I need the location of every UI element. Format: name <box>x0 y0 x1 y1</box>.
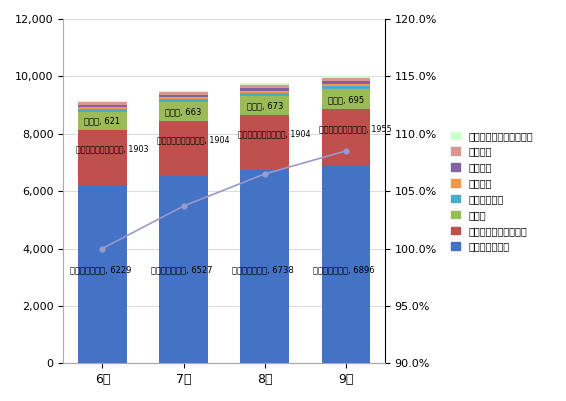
Text: タイムズプラス, 6738: タイムズプラス, 6738 <box>232 265 294 274</box>
Text: オリックスカーシェア, 1904: オリックスカーシェア, 1904 <box>157 136 229 144</box>
Bar <box>78 105 127 107</box>
Bar <box>241 88 289 91</box>
Bar <box>321 84 370 86</box>
Bar <box>159 97 208 99</box>
Bar <box>78 102 127 105</box>
Text: オリックスカーシェア, 1955: オリックスカーシェア, 1955 <box>319 124 392 133</box>
Bar <box>321 77 370 81</box>
Text: タイムズプラス, 6527: タイムズプラス, 6527 <box>151 265 213 274</box>
Bar <box>321 76 370 77</box>
Text: タイムズプラス, 6896: タイムズプラス, 6896 <box>314 265 375 274</box>
Text: カルコ, 695: カルコ, 695 <box>328 95 364 104</box>
Bar <box>241 115 289 170</box>
Bar <box>321 89 370 109</box>
Bar <box>78 101 127 102</box>
Bar <box>321 86 370 89</box>
Bar <box>78 130 127 184</box>
Bar <box>159 102 208 122</box>
Bar <box>321 81 370 84</box>
Bar <box>321 109 370 166</box>
Bar <box>159 122 208 176</box>
Bar <box>159 99 208 102</box>
Bar <box>241 83 289 85</box>
Text: カルコ, 673: カルコ, 673 <box>247 101 283 110</box>
Bar <box>159 95 208 97</box>
Bar <box>241 170 289 363</box>
Text: オリックスカーシェア, 1903: オリックスカーシェア, 1903 <box>75 144 148 153</box>
Bar <box>321 166 370 363</box>
Bar <box>159 91 208 92</box>
Text: オリックスカーシェア, 1904: オリックスカーシェア, 1904 <box>238 130 310 138</box>
Bar <box>159 176 208 363</box>
Bar <box>241 85 289 88</box>
Legend: カーシェアリング・ワン, ロシェア, エコロカ, カノテコ, アース・カー, カルコ, オリックスカーシェア, タイムズプラス: カーシェアリング・ワン, ロシェア, エコロカ, カノテコ, アース・カー, カ… <box>448 128 535 255</box>
Bar <box>241 96 289 115</box>
Bar <box>78 107 127 109</box>
Bar <box>241 93 289 96</box>
Bar <box>159 92 208 95</box>
Bar <box>78 112 127 130</box>
Bar <box>78 184 127 363</box>
Bar <box>241 91 289 93</box>
Text: カルコ, 621: カルコ, 621 <box>84 117 121 126</box>
Bar <box>78 109 127 112</box>
Text: カルコ, 663: カルコ, 663 <box>165 107 201 116</box>
Text: タイムズプラス, 6229: タイムズプラス, 6229 <box>70 265 131 274</box>
